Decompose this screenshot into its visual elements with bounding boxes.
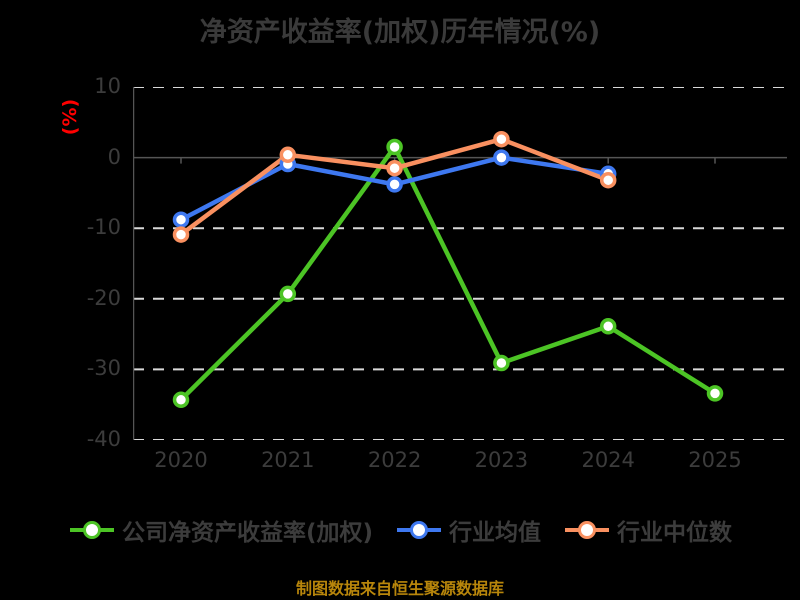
legend-dot — [578, 521, 597, 539]
plot-svg — [133, 87, 787, 440]
y-axis-unit-label: (%) — [59, 98, 82, 136]
data-point-marker — [279, 285, 297, 303]
data-point — [279, 285, 297, 303]
data-point-marker — [599, 318, 617, 335]
data-point-marker — [279, 146, 297, 164]
data-point — [172, 211, 190, 228]
legend-item-0[interactable]: 公司净资产收益率(加权) — [68, 513, 373, 547]
legend-marker-icon — [565, 521, 610, 539]
data-point-marker — [599, 171, 617, 189]
y-tick-label: -40 — [86, 427, 121, 451]
axis-lines — [133, 87, 716, 440]
y-tick-label: -10 — [86, 215, 121, 240]
legend-item-2[interactable]: 行业中位数 — [563, 513, 732, 547]
legend-dot — [82, 521, 101, 539]
data-point-marker — [493, 149, 510, 166]
data-point-marker — [706, 385, 724, 402]
data-point-marker — [493, 130, 510, 148]
data-point — [386, 138, 403, 156]
data-point — [279, 146, 297, 164]
y-tick-label: 0 — [107, 144, 121, 169]
data-point — [493, 354, 510, 372]
data-point-marker — [386, 176, 403, 193]
plot-area — [133, 87, 787, 440]
x-tick-label: 2020 — [154, 448, 208, 472]
data-point — [706, 385, 724, 402]
legend-dot — [410, 521, 429, 539]
data-point — [599, 171, 617, 189]
gridlines — [133, 87, 787, 440]
x-tick-label: 2025 — [688, 448, 742, 472]
data-point — [386, 159, 403, 177]
legend-item-1[interactable]: 行业均值 — [395, 513, 541, 547]
data-point — [599, 318, 617, 335]
data-point — [493, 130, 510, 148]
x-tick-label: 2022 — [367, 448, 422, 472]
legend-label: 行业中位数 — [617, 520, 733, 546]
data-point-marker — [172, 211, 190, 228]
series-markers — [172, 130, 724, 409]
data-point-marker — [493, 354, 510, 372]
series-lines — [178, 136, 718, 403]
data-point-marker — [172, 391, 190, 409]
y-tick-label: -30 — [86, 356, 121, 381]
y-tick-label: -20 — [86, 285, 121, 310]
x-tick-label: 2023 — [474, 448, 529, 472]
footer-note: 制图数据来自恒生聚源数据库 — [295, 579, 504, 598]
data-point-marker — [386, 159, 403, 177]
data-point-marker — [386, 138, 403, 156]
data-point — [172, 391, 190, 409]
legend-label: 公司净资产收益率(加权) — [121, 520, 374, 546]
series-line-0 — [178, 144, 718, 403]
x-tick-label: 2024 — [581, 448, 635, 472]
chart-legend: 公司净资产收益率(加权) 行业均值 行业中位数 — [0, 513, 800, 547]
data-point — [386, 176, 403, 193]
chart-title: 净资产收益率(加权)历年情况(%) — [199, 17, 601, 48]
data-point-marker — [172, 226, 190, 243]
x-tick-label: 2021 — [261, 448, 315, 472]
data-point — [172, 226, 190, 243]
legend-label: 行业均值 — [449, 520, 542, 546]
data-point — [493, 149, 510, 166]
legend-marker-icon — [397, 521, 442, 539]
y-tick-label: 10 — [94, 74, 121, 98]
legend-marker-icon — [69, 521, 114, 539]
